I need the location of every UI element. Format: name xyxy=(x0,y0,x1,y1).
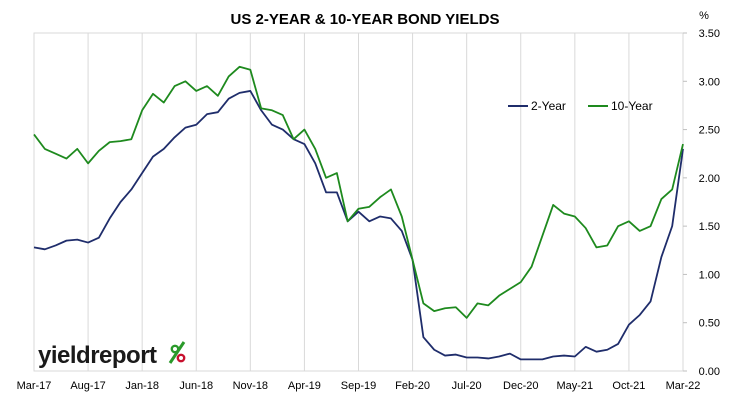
x-tick-label: Oct-21 xyxy=(612,380,645,392)
axes: Mar-17 Aug-17 Jan-18 Jun-18 Nov-18 Apr-19 Sep-… xyxy=(17,28,720,392)
series-line-2-year xyxy=(33,90,684,361)
chart-title: US 2-YEAR & 10-YEAR BOND YIELDS xyxy=(231,11,500,28)
logo-percent-icon xyxy=(168,341,186,364)
y-tick-label: 0.00 xyxy=(699,366,720,378)
legend-label: 10-Year xyxy=(611,99,653,113)
legend-label: 2-Year xyxy=(531,99,566,113)
x-tick-label: Mar-17 xyxy=(17,380,52,392)
logo-wordmark: yieldreport xyxy=(38,342,157,369)
series-lines xyxy=(33,65,684,361)
x-tick-label: Nov-18 xyxy=(233,380,268,392)
y-tick-label: 2.50 xyxy=(699,125,720,137)
y-tick-label: 3.00 xyxy=(699,76,720,88)
series-line-10-year xyxy=(33,65,684,319)
x-tick-label: Jul-20 xyxy=(452,380,482,392)
gridlines xyxy=(33,32,684,372)
x-tick-label: Jan-18 xyxy=(125,380,159,392)
y-tick-label: 3.50 xyxy=(699,28,720,40)
y-tick-label: 0.50 xyxy=(699,318,720,330)
logo-pct-slash xyxy=(168,341,186,364)
x-tick-label: Apr-19 xyxy=(288,380,321,392)
x-tick-label: Dec-20 xyxy=(503,380,538,392)
x-tick-label: Sep-19 xyxy=(341,380,376,392)
x-tick-label: Jun-18 xyxy=(179,380,213,392)
x-tick-label: May-21 xyxy=(556,380,593,392)
y-tick-label: 1.00 xyxy=(699,269,720,281)
logo-pct-bottom-dot xyxy=(176,353,186,363)
yieldreport-logo: yieldreport xyxy=(38,341,186,369)
x-tick-label: Feb-20 xyxy=(395,380,430,392)
x-tick-label: Mar-22 xyxy=(666,380,701,392)
y-tick-label: 1.50 xyxy=(699,221,720,233)
legend: 2-Year 10-Year xyxy=(508,99,653,113)
x-tick-label: Aug-17 xyxy=(70,380,105,392)
y-tick-label: 2.00 xyxy=(699,173,720,185)
y-axis-unit-label: % xyxy=(699,10,709,22)
